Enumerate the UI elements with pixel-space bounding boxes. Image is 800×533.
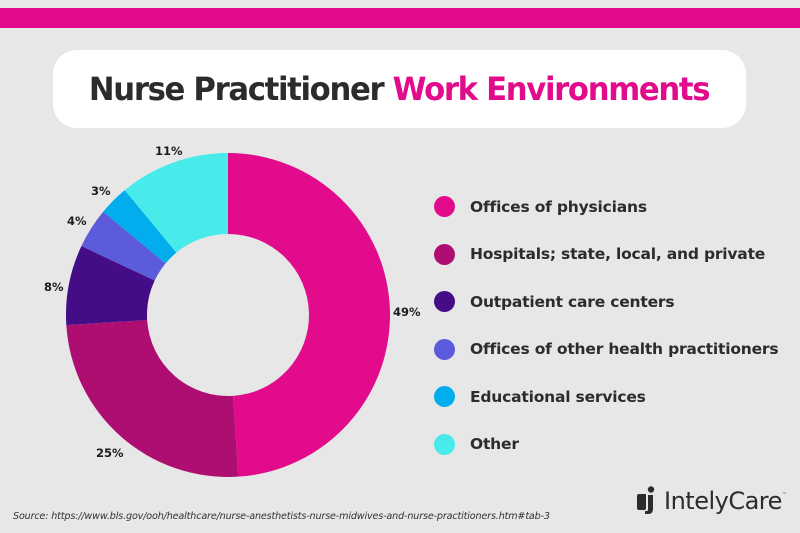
title-part-dark: Nurse Practitioner — [89, 70, 385, 108]
legend-label: Outpatient care centers — [470, 292, 675, 311]
intelycare-logo: IntelyCare ™ — [634, 486, 787, 516]
title-part-pink: Work Environments — [393, 70, 711, 108]
slice-percentage-label: 25% — [96, 446, 124, 460]
legend-label: Educational services — [470, 387, 646, 406]
donut-slice-outpatient-care-centers — [66, 246, 155, 326]
legend-item-hospitals: Hospitals; state, local, and private — [434, 231, 778, 279]
intelycare-logo-icon — [637, 486, 655, 514]
legend-dot-icon — [434, 386, 455, 408]
donut-slice-offices-of-other-health-practitioners — [81, 211, 166, 281]
logo-wordmark: IntelyCare — [664, 487, 782, 515]
legend-label: Offices of other health practitioners — [470, 340, 779, 359]
donut-slice-offices-of-physicians — [228, 152, 391, 477]
legend-label: Hospitals; state, local, and private — [470, 245, 766, 264]
donut-slices — [66, 152, 391, 478]
legend-dot-icon — [434, 291, 455, 313]
legend-dot-icon — [434, 338, 455, 360]
legend-item-offices-of-other-health-practitioners: Offices of other health practitioners — [434, 326, 779, 374]
legend-item-other: Other — [434, 421, 778, 469]
legend-item-educational-services: Educational services — [434, 373, 778, 421]
slice-percentage-label: 8% — [44, 280, 64, 294]
page-title: Nurse Practitioner Work Environments — [89, 70, 711, 108]
legend-item-offices-of-physicians: Offices of physicians — [434, 183, 778, 231]
slice-percentage-label: 49% — [393, 305, 421, 319]
slice-percentage-label: 4% — [67, 214, 87, 228]
source-citation: Source: https://www.bls.gov/ooh/healthca… — [13, 511, 550, 522]
legend-dot-icon — [434, 196, 455, 218]
donut-slice-other — [124, 153, 228, 253]
donut-slice-hospitals-state-local-and-private — [66, 320, 239, 478]
top-accent-band — [0, 8, 800, 28]
title-card: Nurse Practitioner Work Environments — [53, 50, 746, 128]
legend-label: Offices of physicians — [470, 197, 647, 216]
legend-item-outpatient-care-centers: Outpatient care centers — [434, 278, 778, 326]
legend-label: Other — [470, 435, 519, 454]
trademark-symbol: ™ — [781, 492, 787, 498]
slice-percentage-label: 11% — [155, 144, 183, 158]
slice-percentage-label: 3% — [91, 184, 111, 198]
legend-dot-icon — [434, 243, 455, 265]
legend-dot-icon — [434, 433, 455, 455]
donut-slice-educational-services — [103, 190, 177, 264]
chart-legend: Offices of physicians Hospitals; state, … — [434, 183, 779, 469]
